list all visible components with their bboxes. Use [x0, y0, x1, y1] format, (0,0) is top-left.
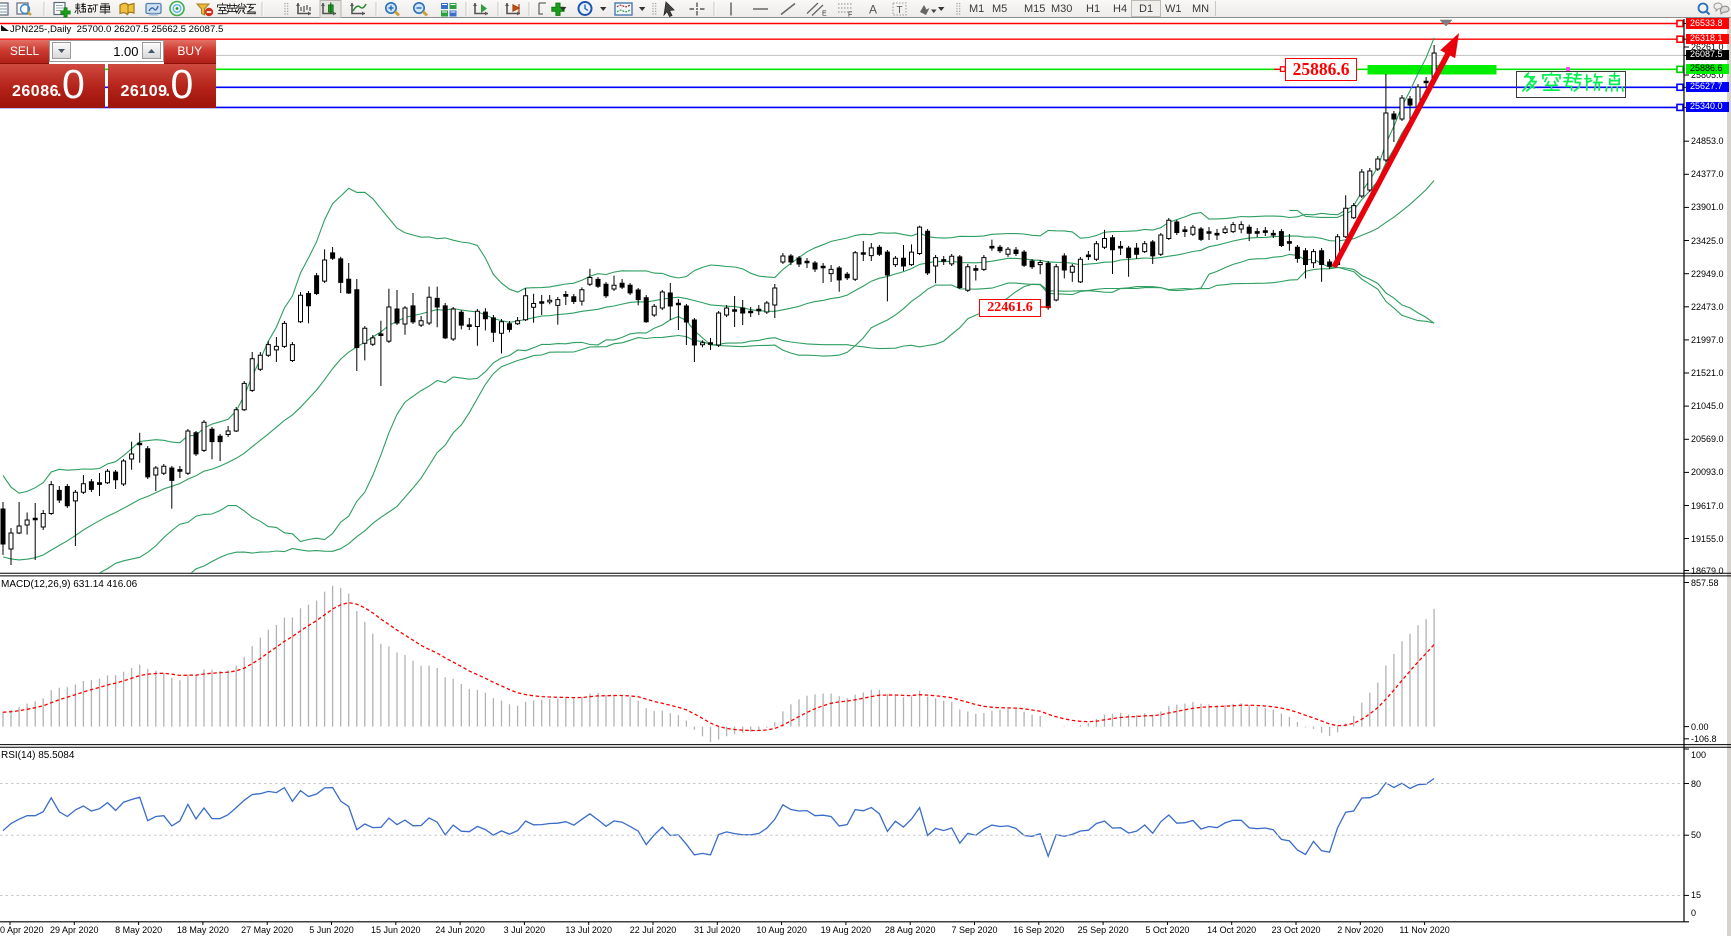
svg-text:A: A	[869, 3, 877, 17]
svg-text:F: F	[848, 12, 852, 19]
svg-text:E: E	[822, 11, 827, 18]
svg-text:T: T	[897, 5, 903, 16]
